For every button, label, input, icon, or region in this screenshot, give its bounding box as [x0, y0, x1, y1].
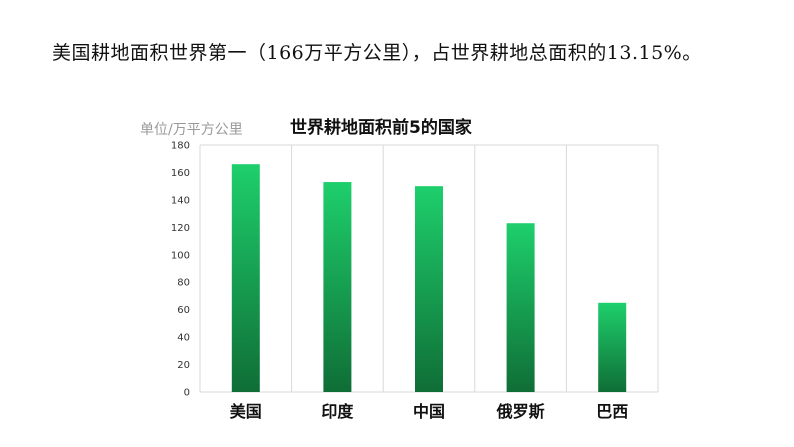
- bar-0: [231, 164, 260, 392]
- y-tick-label: 40: [177, 333, 190, 344]
- x-tick-label: 俄罗斯: [496, 402, 545, 421]
- y-tick-label: 120: [171, 223, 190, 234]
- y-tick-labels: 0 20 40 60 80 100 120 140 160 180: [171, 141, 190, 399]
- x-tick-labels: 美国 印度 中国 俄罗斯 巴西: [230, 402, 628, 421]
- bar-3: [506, 223, 535, 392]
- y-tick-label: 20: [177, 360, 190, 371]
- x-tick-label: 巴西: [596, 402, 628, 421]
- y-tick-label: 180: [171, 141, 190, 152]
- x-tick-label: 中国: [413, 402, 445, 421]
- headline-text: 美国耕地面积世界第一（166万平方公里），占世界耕地总面积的13.15%。: [52, 42, 702, 64]
- y-tick-label: 80: [177, 278, 190, 289]
- y-tick-label: 60: [177, 305, 190, 316]
- bar-1: [323, 182, 352, 392]
- bar-2: [415, 186, 443, 392]
- x-tick-label: 美国: [230, 402, 262, 421]
- y-tick-label: 100: [171, 250, 190, 261]
- bars: [231, 164, 627, 392]
- y-tick-label: 140: [171, 195, 190, 206]
- x-tick-label: 印度: [321, 402, 354, 421]
- y-axis-unit-label: 单位/万平方公里: [140, 122, 243, 138]
- y-tick-label: 0: [184, 388, 190, 399]
- bar-4: [598, 302, 627, 392]
- chart-title: 世界耕地面积前5的国家: [290, 118, 472, 138]
- y-tick-label: 160: [171, 168, 190, 179]
